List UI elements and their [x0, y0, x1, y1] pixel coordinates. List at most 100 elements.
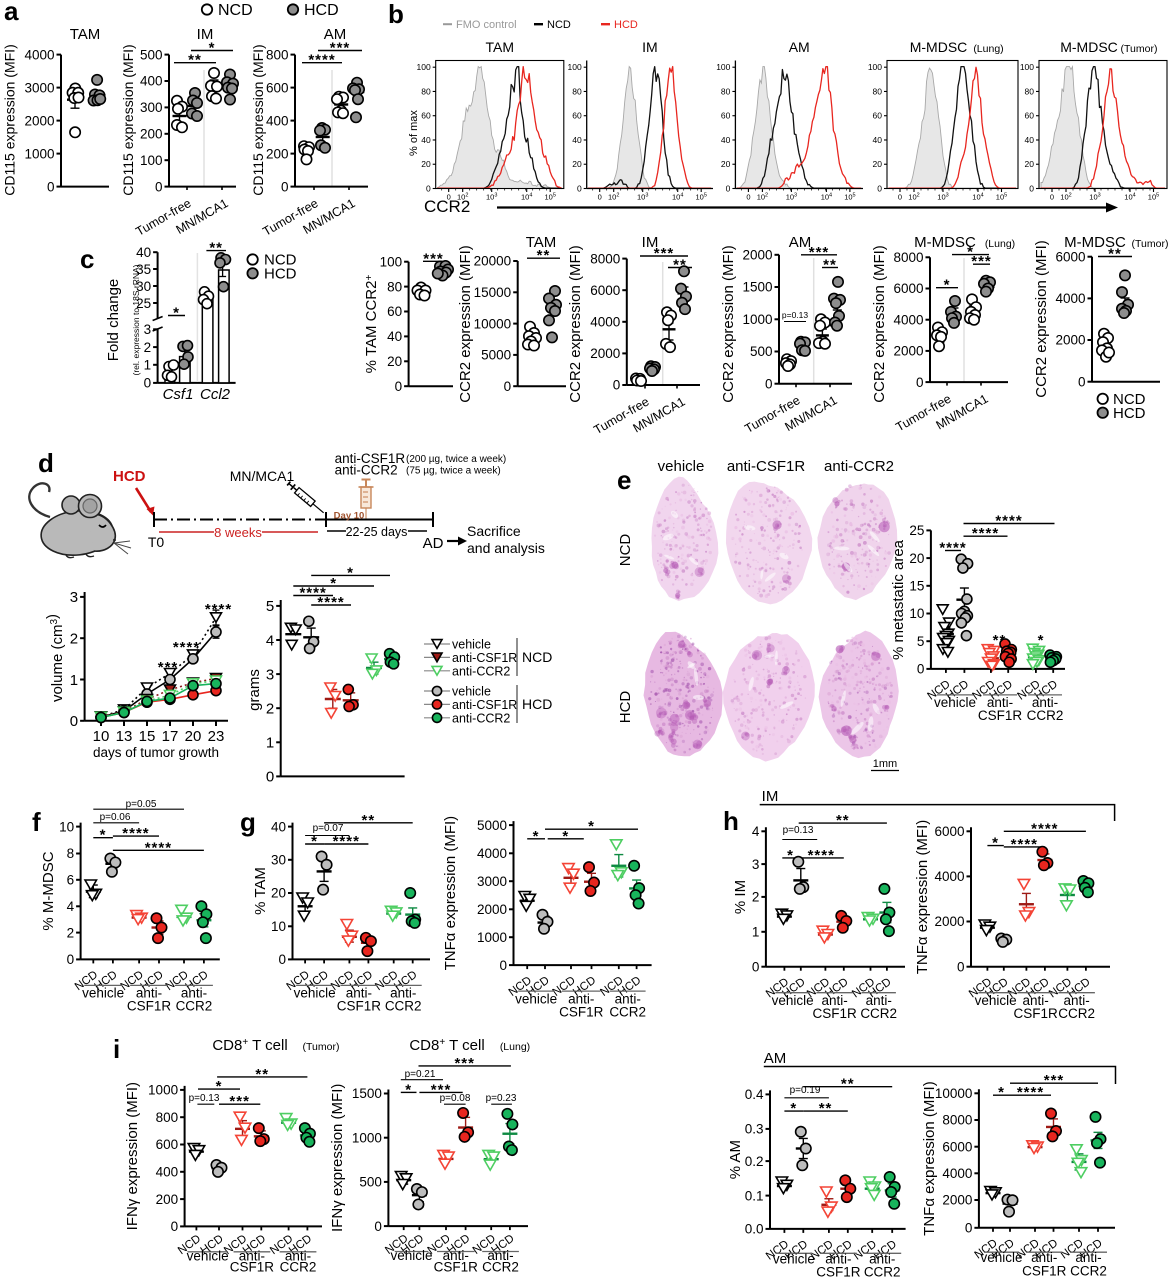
svg-text:22-25 days: 22-25 days [346, 525, 408, 539]
svg-text:*: * [330, 575, 337, 592]
svg-text:days of tumor growth: days of tumor growth [93, 745, 219, 760]
svg-text:CCR2: CCR2 [424, 197, 470, 216]
svg-text:*: * [100, 827, 107, 844]
svg-text:0: 0 [266, 769, 274, 786]
svg-text:CCR2: CCR2 [860, 1006, 897, 1021]
svg-text:CD115 expression (MFI): CD115 expression (MFI) [2, 44, 18, 195]
svg-text:100: 100 [140, 153, 163, 168]
svg-text:100: 100 [568, 62, 582, 72]
svg-text:**: ** [836, 812, 850, 829]
svg-text:103: 103 [637, 193, 648, 202]
svg-text:200: 200 [140, 127, 163, 142]
svg-text:20: 20 [271, 886, 286, 901]
svg-text:anti-CCR2: anti-CCR2 [824, 458, 894, 475]
svg-text:***: *** [809, 244, 830, 261]
svg-text:80: 80 [421, 86, 431, 96]
svg-text:*: * [173, 305, 180, 322]
svg-text:% AM: % AM [727, 1140, 744, 1179]
svg-text:0: 0 [47, 179, 55, 194]
svg-text:HCD: HCD [614, 19, 638, 31]
svg-text:(Tumor): (Tumor) [1132, 238, 1169, 250]
svg-text:0: 0 [752, 959, 760, 974]
svg-text:TNFα expression (MFI): TNFα expression (MFI) [914, 820, 931, 975]
svg-text:AM: AM [764, 1050, 787, 1067]
svg-text:500: 500 [359, 1175, 382, 1190]
svg-text:60: 60 [1025, 111, 1035, 121]
svg-text:and analysis: and analysis [467, 540, 545, 556]
svg-text:2000: 2000 [590, 346, 620, 361]
svg-text:20: 20 [721, 159, 731, 169]
svg-text:0: 0 [613, 378, 621, 393]
svg-text:0: 0 [898, 193, 902, 202]
svg-text:1000: 1000 [352, 1130, 382, 1145]
svg-text:anti-: anti- [987, 695, 1013, 710]
svg-text:4000: 4000 [942, 1166, 972, 1181]
svg-text:0: 0 [395, 379, 403, 394]
svg-text:CCR2: CCR2 [1027, 708, 1064, 723]
svg-text:2: 2 [144, 340, 152, 355]
svg-text:6: 6 [67, 873, 75, 888]
svg-text:102: 102 [908, 193, 919, 202]
svg-text:anti-: anti- [615, 991, 641, 1006]
svg-text:(Tumor): (Tumor) [303, 1041, 340, 1053]
svg-text:grams: grams [246, 669, 263, 711]
svg-text:2000: 2000 [934, 914, 964, 929]
svg-text:(200 µg, twice a week): (200 µg, twice a week) [406, 454, 506, 465]
svg-text:anti-: anti- [1023, 993, 1049, 1008]
svg-text:vehicle: vehicle [975, 993, 1017, 1008]
svg-text:2: 2 [266, 700, 274, 717]
svg-text:3000: 3000 [477, 874, 507, 889]
svg-text:p=0.13: p=0.13 [782, 310, 809, 320]
svg-text:0: 0 [426, 184, 431, 194]
svg-text:vehicle: vehicle [82, 986, 124, 1001]
svg-text:*: * [311, 833, 318, 850]
svg-text:*: * [787, 847, 794, 864]
svg-text:300: 300 [140, 100, 163, 115]
svg-text:4: 4 [266, 632, 274, 649]
svg-text:0.1: 0.1 [745, 1188, 764, 1203]
svg-text:500: 500 [140, 47, 163, 62]
svg-text:p=0.13: p=0.13 [783, 825, 814, 836]
svg-text:*: * [533, 828, 540, 845]
svg-text:(Tumor): (Tumor) [1121, 43, 1158, 55]
svg-text:**: ** [1108, 246, 1122, 263]
svg-text:102: 102 [457, 193, 468, 202]
svg-text:***: *** [158, 659, 179, 676]
svg-text:6000: 6000 [590, 283, 620, 298]
svg-text:103: 103 [486, 193, 497, 202]
svg-text:**: ** [255, 1066, 269, 1083]
svg-text:TNFα expression (MFI): TNFα expression (MFI) [442, 816, 459, 971]
svg-text:104: 104 [672, 193, 683, 202]
svg-text:1000: 1000 [148, 1083, 178, 1098]
svg-text:NCD: NCD [547, 19, 571, 31]
svg-text:104: 104 [821, 193, 832, 202]
svg-text:0: 0 [374, 1219, 382, 1234]
svg-text:400: 400 [140, 74, 163, 89]
svg-text:1000: 1000 [742, 312, 772, 327]
svg-text:CSF1R: CSF1R [812, 1006, 857, 1021]
svg-text:T0: T0 [148, 534, 165, 550]
svg-text:HCD: HCD [1113, 405, 1146, 422]
svg-text:IFNγ expression (MFI): IFNγ expression (MFI) [329, 1084, 346, 1232]
svg-text:17: 17 [162, 728, 179, 745]
svg-text:400: 400 [266, 113, 289, 128]
svg-text:p=0.07: p=0.07 [313, 823, 344, 834]
svg-text:102: 102 [757, 193, 768, 202]
svg-text:10: 10 [909, 606, 924, 621]
svg-text:CCR2: CCR2 [280, 1260, 317, 1275]
svg-text:40: 40 [136, 245, 151, 260]
svg-text:*: * [967, 244, 974, 261]
svg-text:****: **** [1017, 1084, 1044, 1101]
svg-text:10000: 10000 [935, 1086, 973, 1101]
svg-text:b: b [388, 0, 404, 29]
svg-text:anti-: anti- [1031, 1250, 1057, 1265]
svg-text:0: 0 [144, 376, 152, 391]
svg-text:**: ** [841, 1076, 855, 1093]
svg-text:1000: 1000 [24, 146, 54, 161]
svg-text:1: 1 [70, 672, 78, 689]
svg-text:NCD: NCD [617, 534, 634, 567]
svg-text:vehicle: vehicle [187, 1248, 229, 1263]
svg-text:100: 100 [868, 62, 882, 72]
svg-text:40: 40 [271, 819, 286, 834]
svg-text:vehicle: vehicle [773, 1251, 815, 1266]
